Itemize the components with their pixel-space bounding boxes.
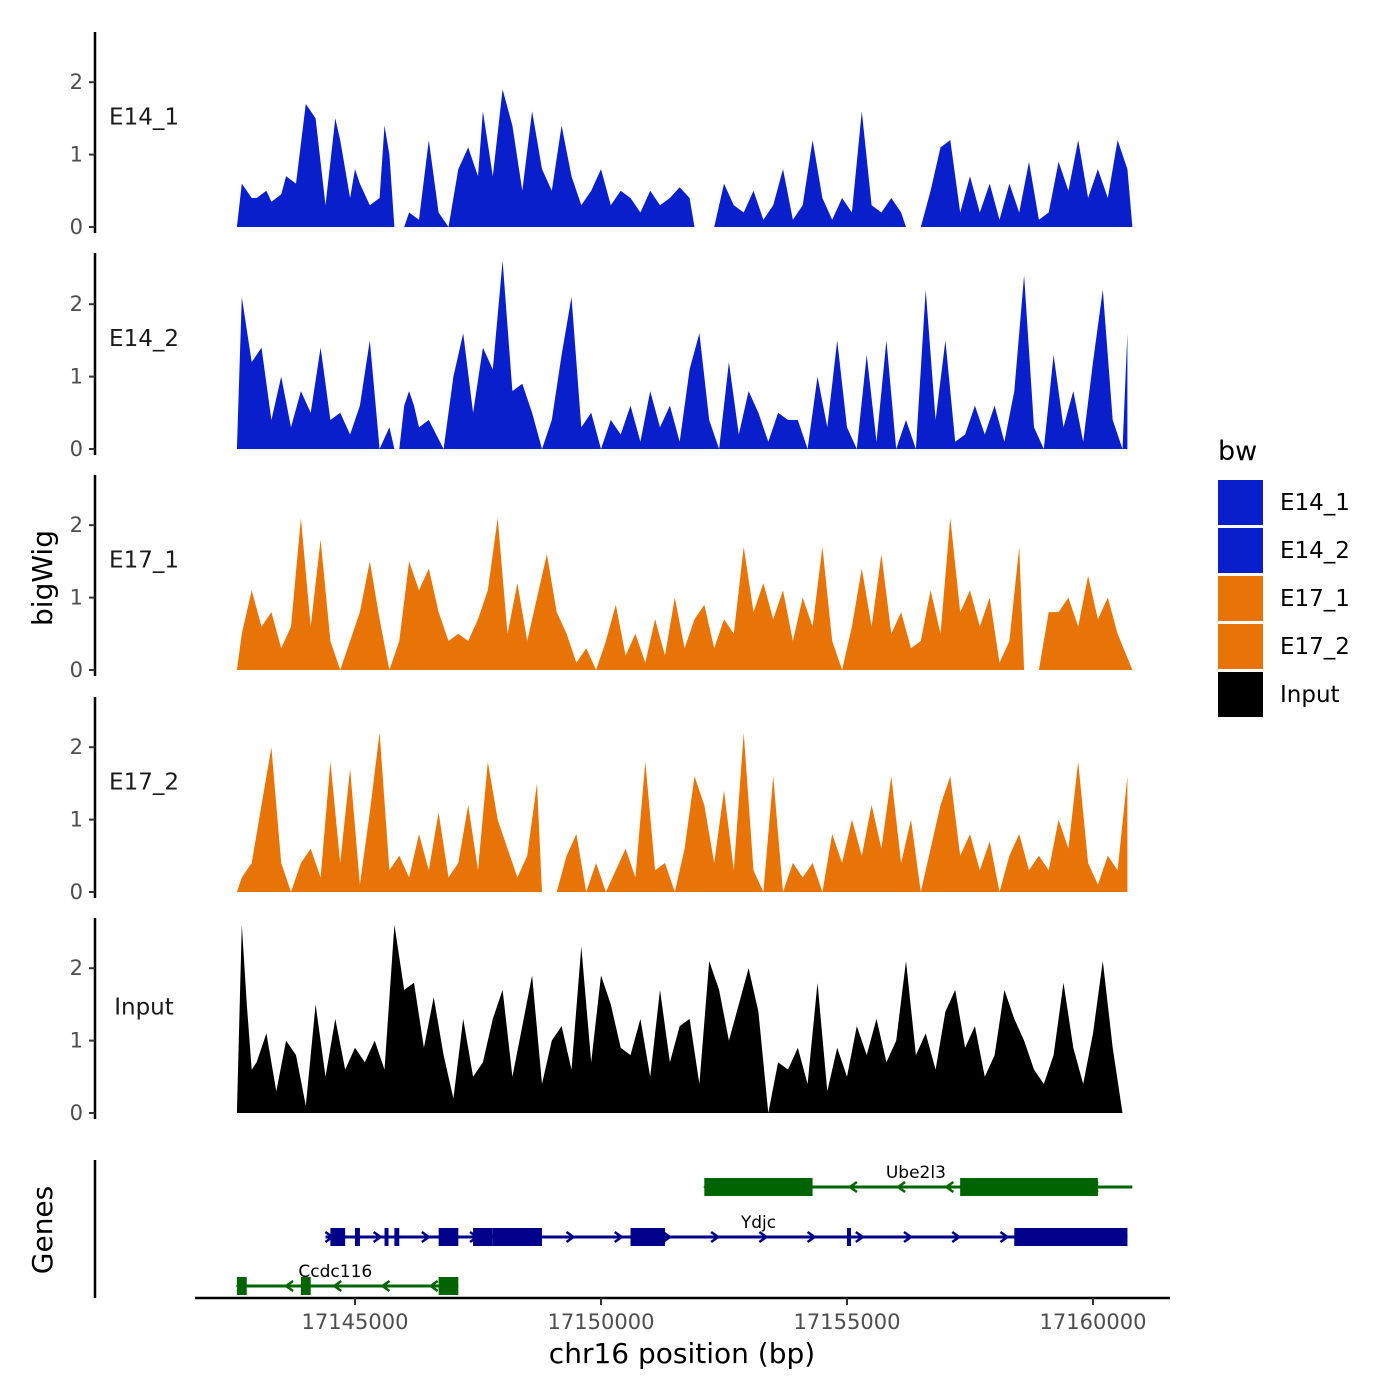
area-Input-segment-1: [236, 924, 1123, 1113]
y-tick-label: 2: [70, 956, 83, 980]
y-tick-label: 0: [70, 880, 83, 904]
gene-exon: [438, 1277, 459, 1295]
track-E14_1: 0 1 2 E14_1: [70, 32, 1133, 239]
gene-exon: [300, 1277, 311, 1295]
y-tick-label: 1: [70, 365, 83, 389]
gene-label-Ydjc: Ydjc: [740, 1213, 776, 1233]
track-label-E17_2: E17_2: [109, 770, 179, 796]
y-tick-label: 1: [70, 143, 83, 167]
y-tick-label: 0: [70, 1101, 83, 1125]
area-E14_1-segment-4: [920, 140, 1133, 227]
gene-Ydjc: Ydjc: [324, 1213, 1128, 1246]
legend: bw E14_1 E14_2 E17_1 E17_2 Input: [1218, 436, 1350, 717]
gene-exon: [704, 1178, 813, 1196]
gene-exon: [492, 1228, 542, 1246]
strand-chevron: [372, 1230, 383, 1244]
area-E17_2-segment-1: [236, 732, 542, 892]
strand-chevron: [428, 1279, 439, 1293]
track-label-E17_1: E17_1: [109, 548, 179, 574]
legend-label-E14_1: E14_1: [1280, 490, 1350, 516]
strand-chevron: [662, 1230, 673, 1244]
strand-chevron: [855, 1230, 865, 1244]
y-axis-title: bigWig: [26, 530, 59, 626]
gene-exon: [847, 1228, 851, 1246]
legend-swatch-Input: [1218, 672, 1263, 717]
legend-swatch-E14_1: [1218, 480, 1263, 525]
strand-chevron: [951, 1230, 962, 1244]
y-tick-label: 1: [70, 586, 83, 610]
track-label-E14_2: E14_2: [109, 326, 179, 352]
gene-exon: [1014, 1228, 1128, 1246]
gene-Ube2l3: Ube2l3: [703, 1163, 1133, 1196]
area-E14_1-segment-3: [714, 111, 906, 227]
area-E17_2-segment-2: [556, 732, 1128, 892]
area-E17_1-segment-2: [1038, 575, 1133, 670]
x-axis: 17145000 17150000 17155000 17160000: [195, 1296, 1170, 1334]
gene-exon: [330, 1228, 346, 1246]
track-label-Input: Input: [114, 995, 174, 1021]
gene-exon: [630, 1228, 665, 1246]
gene-exon: [384, 1228, 389, 1246]
track-label-E14_1: E14_1: [109, 105, 179, 131]
x-tick-label: 17155000: [794, 1310, 901, 1334]
strand-chevron: [944, 1180, 955, 1194]
strand-chevron: [710, 1230, 721, 1244]
y-tick-label: 1: [70, 1029, 83, 1053]
y-tick-label: 0: [70, 658, 83, 682]
strand-chevron: [613, 1230, 624, 1244]
legend-swatch-E17_1: [1218, 576, 1263, 621]
area-E14_2-segment-2: [399, 260, 1128, 449]
genes-axis-title: Genes: [26, 1186, 59, 1274]
y-tick-label: 0: [70, 437, 83, 461]
area-E14_2-segment-1: [236, 297, 395, 449]
strand-chevron: [806, 1230, 817, 1244]
legend-title: bw: [1218, 436, 1257, 467]
strand-chevron: [283, 1279, 294, 1293]
track-E17_1: 0 1 2 E17_1: [70, 475, 1133, 682]
strand-chevron: [895, 1180, 906, 1194]
strand-chevron: [421, 1230, 431, 1244]
legend-label-Input: Input: [1280, 682, 1340, 708]
track-Input: 0 1 2 Input: [70, 918, 1123, 1125]
gene-exon: [438, 1228, 459, 1246]
legend-label-E14_2: E14_2: [1280, 538, 1350, 564]
legend-label-E17_2: E17_2: [1280, 634, 1350, 660]
signal-tracks: 0 1 2 E14_1 0 1 2 E14_2 0 1 2 E17_1 0 1 2 E17_2 0 1 2 Input: [70, 32, 1133, 1125]
area-E14_1-segment-1: [236, 103, 395, 227]
track-E14_2: 0 1 2 E14_2: [70, 253, 1128, 461]
y-tick-label: 2: [70, 735, 83, 759]
y-tick-label: 2: [70, 513, 83, 537]
gene-exon: [355, 1228, 360, 1246]
strand-chevron: [903, 1230, 914, 1244]
area-E14_1-segment-2: [404, 89, 695, 228]
strand-chevron: [332, 1279, 343, 1293]
x-axis-title: chr16 position (bp): [549, 1337, 815, 1370]
track-E17_2: 0 1 2 E17_2: [70, 697, 1128, 904]
strand-chevron: [847, 1180, 858, 1194]
gene-exon: [960, 1178, 1098, 1196]
gene-label-Ube2l3: Ube2l3: [886, 1163, 946, 1183]
gene-Ccdc116: Ccdc116: [235, 1262, 459, 1295]
y-tick-label: 2: [70, 292, 83, 316]
gene-label-Ccdc116: Ccdc116: [298, 1262, 372, 1282]
legend-swatch-E14_2: [1218, 528, 1263, 573]
y-tick-label: 2: [70, 70, 83, 94]
x-tick-label: 17150000: [548, 1310, 655, 1334]
gene-exon: [236, 1277, 247, 1295]
x-tick-label: 17145000: [302, 1310, 409, 1334]
strand-chevron: [565, 1230, 576, 1244]
area-E17_1-segment-1: [236, 518, 1025, 670]
strand-chevron: [999, 1230, 1010, 1244]
gene-track: Ube2l3 Ydjc Ccdc116: [93, 1160, 1133, 1298]
strand-chevron: [380, 1279, 391, 1293]
legend-label-E17_1: E17_1: [1280, 586, 1350, 612]
y-tick-label: 0: [70, 215, 83, 239]
legend-swatch-E17_2: [1218, 624, 1263, 669]
x-tick-label: 17160000: [1040, 1310, 1147, 1334]
y-tick-label: 1: [70, 808, 83, 832]
strand-chevron: [758, 1230, 769, 1244]
gene-exon: [394, 1228, 400, 1246]
gene-exon: [473, 1228, 493, 1246]
